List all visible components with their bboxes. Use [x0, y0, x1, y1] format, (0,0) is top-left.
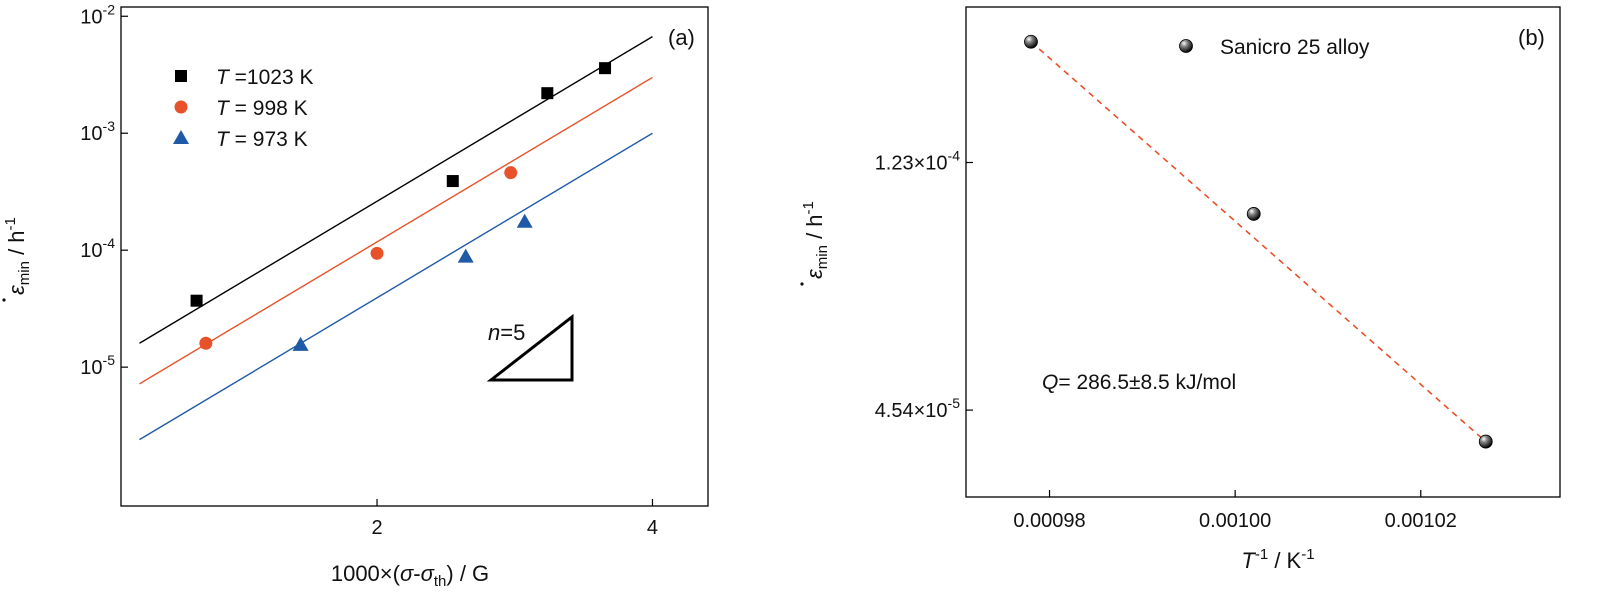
- panel-b-y-tick-label: 1.23×10-4: [875, 147, 961, 174]
- data-point: [541, 87, 554, 100]
- panel-a-y-tick-label: 10-5: [80, 352, 115, 379]
- data-point: [1478, 434, 1493, 449]
- data-point: [292, 336, 309, 351]
- data-point: [457, 248, 474, 263]
- data-point: [199, 336, 213, 350]
- panel-a-y-tick-label: 10-2: [80, 1, 115, 28]
- panel-a-y-tick-label: 10-3: [80, 118, 115, 145]
- data-point: [190, 294, 203, 307]
- legend-label: T =1023 K: [216, 66, 313, 89]
- panel-b-x-tick-label: 0.00100: [1199, 510, 1271, 532]
- panel-b: 0.00098 0.00100 0.001024.54×10-51.23×10-4 …: [800, 6, 1561, 573]
- legend-marker: [1179, 39, 1193, 53]
- panel-b-label: (b): [1518, 25, 1545, 50]
- panel-b-y-axis-label: εmin / h-1: [800, 201, 831, 286]
- legend-label: T = 973 K: [216, 128, 308, 151]
- panel-b-x-tick-label: 0.00102: [1385, 510, 1457, 532]
- data-point: [1024, 34, 1038, 49]
- legend-marker: [173, 130, 189, 144]
- legend-label: T = 998 K: [216, 97, 308, 120]
- panel-a-y-tick-label: 10-4: [80, 235, 115, 262]
- panel-a-plot-frame: [120, 6, 709, 507]
- svg-text:εmin / h-1: εmin / h-1: [800, 201, 831, 279]
- data-point: [504, 166, 518, 180]
- panel-a-x-axis-label: 1000×(σ-σth) / G: [331, 561, 489, 590]
- slope-triangle: [486, 313, 574, 382]
- data-point: [599, 62, 612, 75]
- panel-a-x-tick-label: 4: [647, 517, 658, 539]
- fit-line-dashed: [1030, 41, 1487, 443]
- svg-text:εmin / h-1: εmin / h-1: [2, 217, 33, 295]
- panel-b-y-tick-label: 4.54×10-5: [875, 395, 961, 422]
- legend-label: Sanicro 25 alloy: [1220, 36, 1370, 59]
- legend-marker: [174, 100, 188, 114]
- slope-annotation: n=5: [488, 320, 525, 345]
- panel-a-label: (a): [668, 25, 695, 50]
- panel-a: 2 4 10-5 10-4 10-3 10-2 T =1023 K T = 998 K T =…: [2, 1, 709, 590]
- fit-line: [139, 76, 653, 385]
- fit-line: [139, 132, 653, 441]
- data-point: [370, 246, 384, 260]
- panel-b-x-axis-label: T-1 / K-1: [1241, 546, 1314, 573]
- panel-a-x-tick-label: 2: [371, 517, 382, 539]
- panel-b-x-tick-label: 0.00098: [1013, 510, 1085, 532]
- panel-a-y-axis-label: εmin / h-1: [2, 217, 33, 302]
- activation-energy-annotation: Q= 286.5±8.5 kJ/mol: [1042, 371, 1236, 394]
- panel-b-plot-frame: [965, 6, 1561, 498]
- data-point: [446, 175, 459, 188]
- data-point: [516, 213, 533, 228]
- fit-line: [139, 36, 653, 344]
- data-point: [1246, 207, 1261, 221]
- legend-marker: [175, 70, 187, 82]
